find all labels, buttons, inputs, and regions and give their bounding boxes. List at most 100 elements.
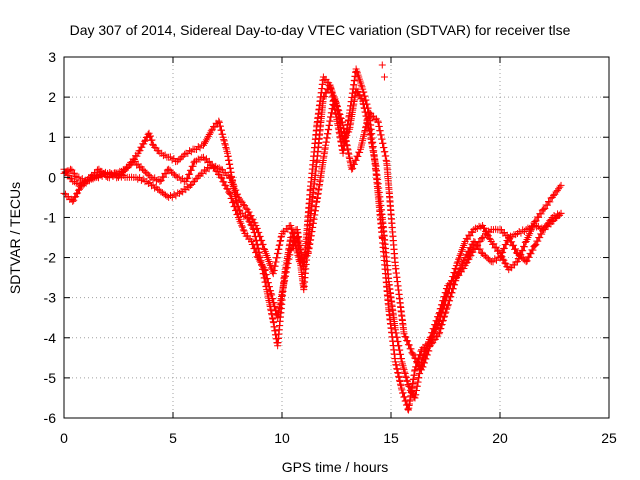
data-point xyxy=(531,221,539,229)
data-point xyxy=(163,192,171,200)
data-point xyxy=(215,117,223,125)
data-point xyxy=(270,299,278,307)
data-point xyxy=(354,152,362,160)
data-point xyxy=(470,225,478,233)
data-point xyxy=(501,259,509,267)
data-point xyxy=(264,279,272,287)
data-point xyxy=(289,232,297,240)
y-tick-label: 1 xyxy=(48,129,56,145)
data-point xyxy=(177,176,185,184)
data-point xyxy=(557,209,565,217)
data-point xyxy=(288,228,296,236)
data-point xyxy=(423,351,431,359)
data-point xyxy=(476,245,484,253)
data-point xyxy=(70,178,78,186)
data-point xyxy=(247,212,255,220)
outlier-point xyxy=(380,73,388,81)
data-point xyxy=(234,210,242,218)
data-point xyxy=(502,240,510,248)
data-point xyxy=(438,301,446,309)
data-point xyxy=(455,255,463,263)
data-point xyxy=(505,234,513,241)
chart-title: Day 307 of 2014, Sidereal Day-to-day VTE… xyxy=(70,22,571,38)
data-point xyxy=(436,329,444,337)
x-tick-label: 0 xyxy=(60,430,68,446)
data-point xyxy=(207,127,215,135)
data-point xyxy=(470,238,478,246)
data-point xyxy=(162,170,170,178)
data-point xyxy=(220,136,228,144)
x-tick-label: 25 xyxy=(601,430,617,446)
data-point xyxy=(168,156,176,164)
data-point xyxy=(240,213,248,221)
data-point xyxy=(232,186,240,194)
data-point xyxy=(419,363,427,371)
data-point xyxy=(426,334,434,342)
data-point xyxy=(556,183,564,191)
data-point xyxy=(301,251,309,259)
data-point xyxy=(205,157,213,165)
data-point xyxy=(403,377,411,385)
data-point xyxy=(352,156,360,164)
data-point xyxy=(402,373,410,381)
data-point xyxy=(531,242,539,250)
data-point xyxy=(444,301,452,309)
data-point xyxy=(402,333,410,341)
data-point xyxy=(262,270,270,278)
data-point xyxy=(249,215,257,223)
y-tick-label: -2 xyxy=(44,250,57,266)
data-point xyxy=(261,266,269,274)
data-point xyxy=(354,71,362,79)
y-tick-label: 2 xyxy=(48,89,56,105)
data-point xyxy=(294,251,302,259)
data-point xyxy=(268,291,276,299)
data-point xyxy=(523,257,531,265)
data-point xyxy=(229,198,237,206)
data-point xyxy=(428,329,436,337)
data-point xyxy=(166,153,174,161)
data-point xyxy=(356,148,364,156)
data-point xyxy=(216,122,224,130)
data-point xyxy=(217,165,225,173)
data-layer xyxy=(60,61,565,414)
data-point xyxy=(102,172,110,180)
data-point xyxy=(557,181,565,189)
data-point xyxy=(252,248,260,256)
data-point xyxy=(93,166,101,174)
data-point xyxy=(437,321,445,329)
data-point xyxy=(348,165,356,173)
data-point xyxy=(245,208,253,216)
data-point xyxy=(234,190,242,198)
data-point xyxy=(545,219,553,227)
data-point xyxy=(218,174,226,182)
data-point xyxy=(228,178,236,186)
data-point xyxy=(456,265,464,273)
x-axis-label: GPS time / hours xyxy=(282,459,389,475)
data-point xyxy=(336,111,344,119)
data-point xyxy=(273,311,281,319)
data-point xyxy=(513,258,521,266)
data-point xyxy=(69,197,77,205)
data-point xyxy=(510,241,518,249)
data-point xyxy=(453,259,461,267)
data-point xyxy=(444,302,452,310)
y-axis-label: SDTVAR / TECUs xyxy=(7,182,23,294)
data-point xyxy=(335,110,343,118)
data-point xyxy=(181,150,189,158)
plot-frame xyxy=(63,56,610,419)
data-point xyxy=(217,173,225,181)
data-point xyxy=(496,254,504,262)
data-point xyxy=(362,124,370,132)
data-point xyxy=(105,174,113,182)
data-point xyxy=(332,97,340,105)
data-point xyxy=(409,350,417,358)
data-point xyxy=(442,308,450,316)
data-point xyxy=(357,81,365,89)
data-point xyxy=(512,258,520,266)
data-point xyxy=(435,310,443,318)
data-point xyxy=(440,313,448,321)
data-point xyxy=(430,336,438,344)
data-point xyxy=(500,244,508,252)
